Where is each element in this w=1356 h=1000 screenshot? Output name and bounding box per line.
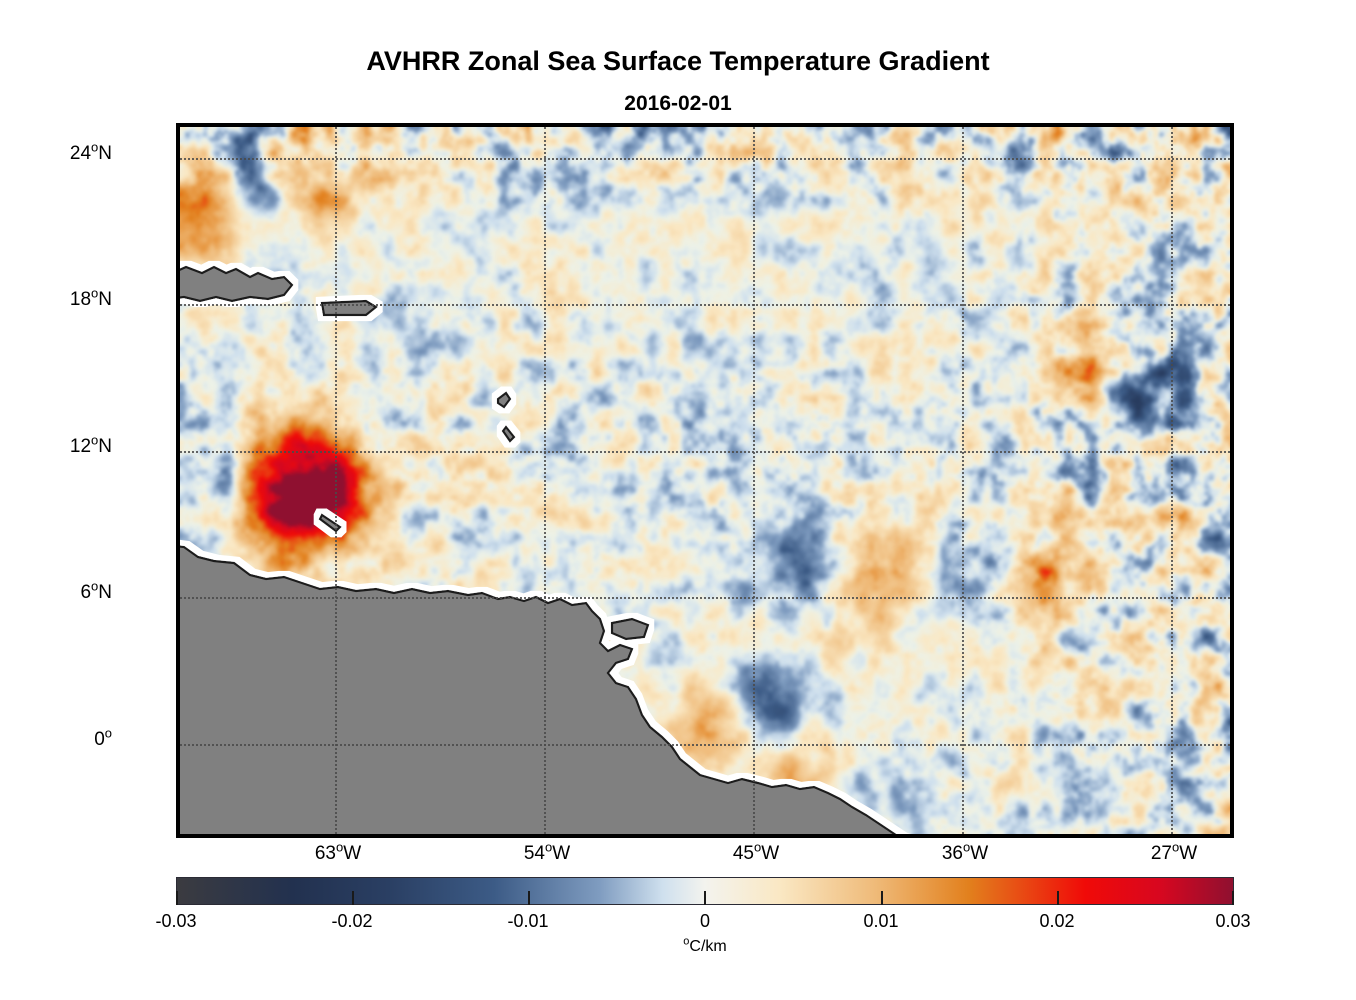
tick-lon-27 [1169,834,1173,838]
colorbar: -0.03 -0.02 -0.01 0 0.01 0.02 0.03 oC/km [155,877,1251,955]
colorbar-tick-6 [1232,891,1234,905]
land-amazon-delta [610,617,650,641]
colorbar-label-2: -0.01 [507,911,549,931]
land-overlay [180,265,897,834]
gridline-lat-24 [180,158,1230,160]
colorbar-tick-4 [881,891,883,905]
ylabel-lat-18: 18oN [69,285,112,310]
colorbar-label-0: -0.03 [155,911,197,931]
colorbar-label-5: 0.02 [1039,911,1075,931]
land-st-lucia [318,513,342,533]
tick-lat-12 [176,449,180,453]
colorbar-tick-3 [704,891,706,905]
colorbar-tick-0 [176,891,178,905]
land-martinique [501,425,516,443]
tick-lon-63 [333,834,337,838]
gridline-lat-12 [180,451,1230,453]
gridline-lon-54 [544,127,546,834]
colorbar-label-4: 0.01 [863,911,899,931]
gridline-lon-63 [335,127,337,834]
figure-title: AVHRR Zonal Sea Surface Temperature Grad… [366,46,990,76]
tick-lon-36 [960,834,964,838]
tick-lon-45 [751,834,755,838]
tick-lat-6 [176,595,180,599]
colorbar-label-6: 0.03 [1215,911,1251,931]
gridline-lon-27 [1171,127,1173,834]
tick-lat-18 [176,302,180,306]
xlabel-lon-36: 36oW [941,839,989,864]
gridline-lat-6 [180,597,1230,599]
figure-subtitle: 2016-02-01 [624,92,732,115]
map-plot-area [176,123,1234,838]
ylabel-lat-12: 12oN [69,432,112,457]
tick-lon-54 [542,834,546,838]
map-clip [180,127,1230,834]
ylabel-lat-6: 6oN [80,578,112,603]
ylabel-lat-0: 0o [94,725,112,750]
xlabel-lon-54: 54oW [523,839,571,864]
gridline-lat-0 [180,744,1230,746]
colorbar-label-1: -0.02 [331,911,373,931]
xlabel-lon-27: 27oW [1150,839,1198,864]
colorbar-label-3: 0 [699,911,710,931]
colorbar-tick-2 [528,891,530,905]
colorbar-tick-5 [1057,891,1059,905]
tick-lat-0 [176,742,180,746]
colorbar-tick-1 [352,891,354,905]
ylabel-lat-24: 24oN [69,139,112,164]
land-guadeloupe [496,391,512,409]
land-south-america [180,545,897,834]
tick-lat-24 [176,156,180,160]
xlabel-lon-63: 63oW [314,839,362,864]
gridline-lon-45 [753,127,755,834]
gridline-lat-18 [180,304,1230,306]
gridline-lon-36 [962,127,964,834]
colorbar-unit-label: oC/km [683,935,727,955]
land-hispaniola [180,265,294,303]
xlabel-lon-45: 45oW [732,839,780,864]
